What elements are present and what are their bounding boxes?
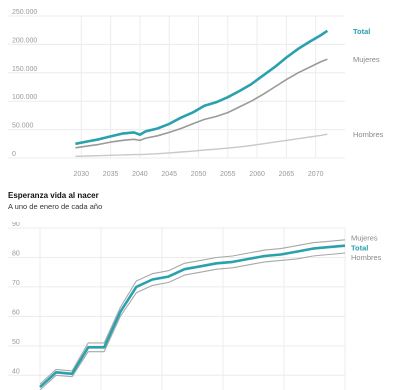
y-tick-label: 250.000	[12, 9, 37, 16]
x-tick-label: 2050	[191, 171, 207, 178]
x-tick-label: 2040	[132, 171, 148, 178]
x-tick-label: 2045	[161, 171, 177, 178]
life-expectancy-subtitle: A uno de enero de cada año	[8, 202, 103, 211]
population-chart: 0 50.000 100.000 150.000 200.000 250.000 2030 2…	[8, 9, 384, 178]
x-tick-label: 2055	[220, 171, 236, 178]
series-label-hombres: Hombres	[353, 130, 384, 139]
series-label-total: Total	[351, 243, 368, 252]
y-tick-label: 90	[12, 222, 20, 228]
series-line-hombres	[75, 133, 328, 157]
y-tick-label: 100.000	[12, 94, 37, 101]
series-label-mujeres: Mujeres	[353, 55, 380, 64]
x-tick-label: 2070	[308, 171, 324, 178]
x-tick-label: 2065	[279, 171, 295, 178]
series-line-mujeres	[75, 58, 328, 149]
y-tick-label: 70	[12, 280, 20, 287]
life-expectancy-title: Esperanza vida al nacer	[8, 191, 99, 200]
y-tick-label: 40	[12, 368, 20, 375]
y-tick-label: 80	[12, 250, 20, 257]
series-line-hombres	[39, 252, 346, 390]
y-tick-label: 0	[12, 151, 16, 158]
series-line-total	[39, 244, 346, 389]
y-tick-label: 200.000	[12, 37, 37, 44]
x-tick-label: 2030	[74, 171, 90, 178]
x-tick-label: 2060	[249, 171, 265, 178]
y-tick-label: 60	[12, 309, 20, 316]
series-label-mujeres: Mujeres	[351, 234, 378, 243]
series-line-mujeres	[39, 239, 346, 385]
series-line-total	[75, 29, 329, 146]
y-tick-label: 150.000	[12, 66, 37, 73]
y-tick-label: 50.000	[12, 123, 34, 130]
x-tick-label: 2035	[103, 171, 119, 178]
series-label-hombres: Hombres	[351, 253, 382, 262]
series-label-total: Total	[353, 27, 370, 36]
y-tick-label: 50	[12, 339, 20, 346]
